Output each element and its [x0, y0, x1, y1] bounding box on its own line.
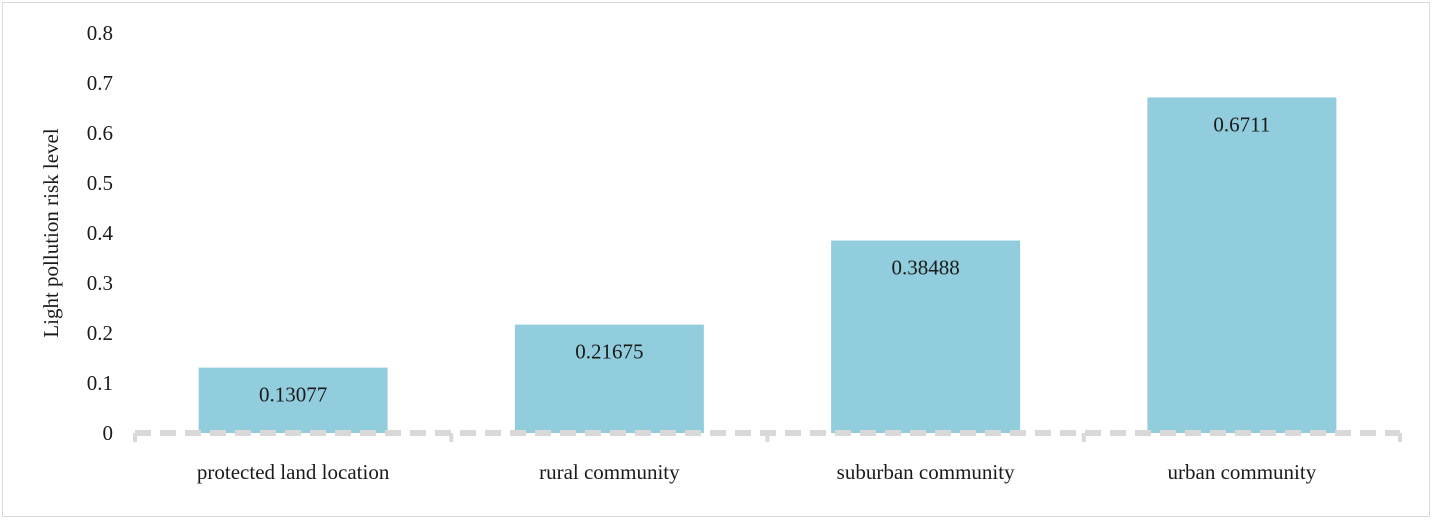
bar [198, 367, 388, 433]
y-tick-label: 0.2 [87, 321, 113, 345]
y-tick-label: 0.4 [87, 221, 114, 245]
bar [1147, 97, 1337, 433]
y-tick-label: 0.3 [87, 271, 113, 295]
y-axis-label: Light pollution risk level [39, 128, 63, 338]
data-label: 0.38488 [892, 256, 960, 280]
data-label: 0.21675 [575, 340, 643, 364]
y-tick-label: 0.7 [87, 71, 113, 95]
bars [198, 97, 1337, 433]
x-axis [133, 430, 1402, 442]
y-tick-label: 0.5 [87, 171, 113, 195]
category-label: protected land location [197, 460, 390, 484]
category-label: rural community [539, 460, 680, 484]
y-axis-ticks: 0 0.1 0.2 0.3 0.4 0.5 0.6 0.7 0.8 [87, 21, 114, 445]
category-label: suburban community [837, 460, 1015, 484]
bar [831, 240, 1021, 433]
category-label: urban community [1168, 460, 1317, 484]
data-label: 0.13077 [259, 383, 327, 407]
y-tick-label: 0.1 [87, 371, 113, 395]
data-labels: 0.13077 0.21675 0.38488 0.6711 [259, 112, 1270, 406]
category-labels: protected land location rural community su… [197, 460, 1317, 484]
bar [514, 324, 704, 433]
y-tick-label: 0.6 [87, 121, 113, 145]
y-tick-label: 0 [103, 421, 114, 445]
data-label: 0.6711 [1213, 112, 1270, 136]
y-tick-label: 0.8 [87, 21, 113, 45]
